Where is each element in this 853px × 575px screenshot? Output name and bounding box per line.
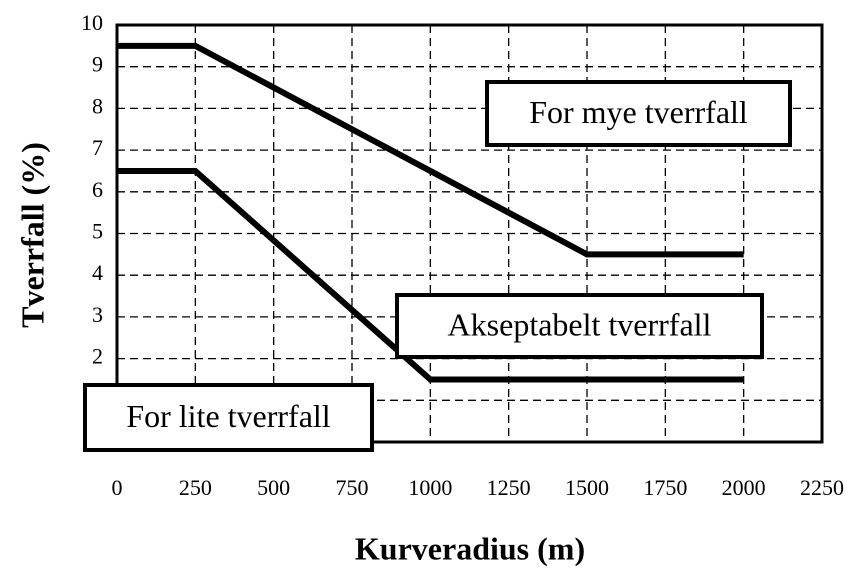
x-tick-label: 1750 [643, 475, 687, 500]
plot-border [115, 23, 824, 444]
x-tick-label: 500 [257, 475, 290, 500]
annotation: For lite tverrfall [126, 398, 330, 434]
x-tick-label: 1500 [565, 475, 609, 500]
annotation: Akseptabelt tverrfall [448, 306, 712, 342]
y-tick-label: 4 [92, 260, 103, 285]
y-axis-label: Tverrfall (%) [14, 142, 50, 328]
x-tick-label: 2250 [800, 475, 844, 500]
annotation: For mye tverrfall [529, 94, 748, 130]
x-tick-label: 1250 [487, 475, 531, 500]
y-tick-label: 6 [92, 177, 103, 202]
y-tick-label: 10 [81, 10, 103, 35]
y-tick-label: 7 [92, 135, 103, 160]
x-tick-label: 250 [179, 475, 212, 500]
y-tick-label: 5 [92, 219, 103, 244]
x-axis-label: Kurveradius (m) [355, 530, 585, 566]
line [117, 167, 744, 383]
annotation-box [485, 80, 792, 147]
line [117, 42, 744, 258]
x-tick-label: 750 [336, 475, 369, 500]
y-tick-label: 3 [92, 302, 103, 327]
y-tick-label: 2 [92, 344, 103, 369]
y-tick-label: 8 [92, 93, 103, 118]
annotation-box [83, 383, 374, 452]
x-tick-label: 0 [112, 475, 123, 500]
x-tick-label: 1000 [408, 475, 452, 500]
annotation-box [395, 293, 764, 359]
y-tick-label: 9 [92, 52, 103, 77]
x-tick-label: 2000 [722, 475, 766, 500]
